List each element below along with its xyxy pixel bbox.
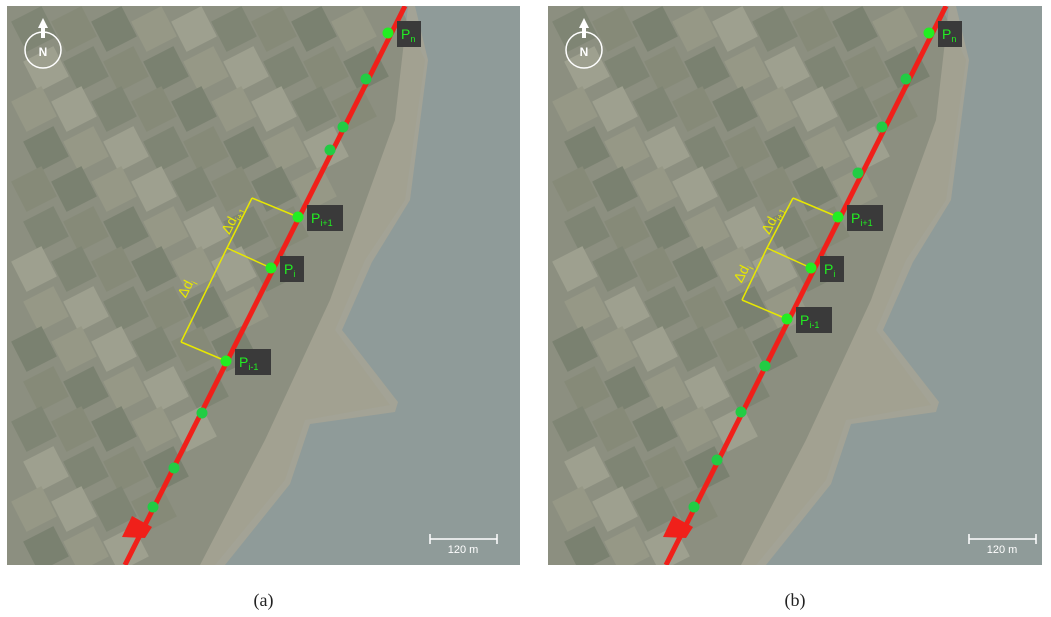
- figure: Δdi+1ΔdiPnPi+1PiPi-1N120 m(a)Δdi+1ΔdiPnP…: [0, 0, 1051, 617]
- map-panel: Δdi+1ΔdiPnPi+1PiPi-1N120 m: [548, 6, 1042, 572]
- waypoint: [221, 356, 232, 367]
- caption: (a): [254, 590, 274, 611]
- waypoint: [712, 455, 723, 466]
- point-letter: P: [311, 210, 320, 226]
- point-sub: i-1: [248, 362, 258, 372]
- scale-label: 120 m: [987, 544, 1018, 556]
- point-letter: P: [824, 261, 833, 277]
- point-letter: P: [942, 26, 951, 42]
- waypoint: [383, 28, 394, 39]
- point-sub: n: [410, 34, 415, 44]
- waypoint: [148, 502, 159, 513]
- point-letter: P: [851, 210, 860, 226]
- waypoint: [877, 122, 888, 133]
- waypoint: [338, 122, 349, 133]
- scale-label: 120 m: [448, 544, 479, 556]
- waypoint: [782, 314, 793, 325]
- point-letter: P: [239, 354, 248, 370]
- waypoint: [197, 408, 208, 419]
- waypoint: [853, 168, 864, 179]
- waypoint: [924, 28, 935, 39]
- point-sub: i+1: [860, 218, 872, 228]
- waypoint: [689, 502, 700, 513]
- point-sub: i: [293, 269, 295, 279]
- waypoint: [361, 74, 372, 85]
- compass-label: N: [39, 45, 48, 59]
- waypoint: [760, 361, 771, 372]
- compass-label: N: [580, 45, 589, 59]
- waypoint: [266, 263, 277, 274]
- point-sub: n: [951, 34, 956, 44]
- caption: (b): [785, 590, 806, 611]
- point-letter: P: [800, 312, 809, 328]
- waypoint: [806, 263, 817, 274]
- waypoint: [325, 145, 336, 156]
- point-sub: i-1: [809, 320, 819, 330]
- point-letter: P: [401, 26, 410, 42]
- point-sub: i: [833, 269, 835, 279]
- waypoint: [901, 74, 912, 85]
- point-letter: P: [284, 261, 293, 277]
- waypoint: [169, 463, 180, 474]
- waypoint: [833, 212, 844, 223]
- waypoint: [293, 212, 304, 223]
- waypoint: [736, 407, 747, 418]
- point-sub: i+1: [320, 218, 332, 228]
